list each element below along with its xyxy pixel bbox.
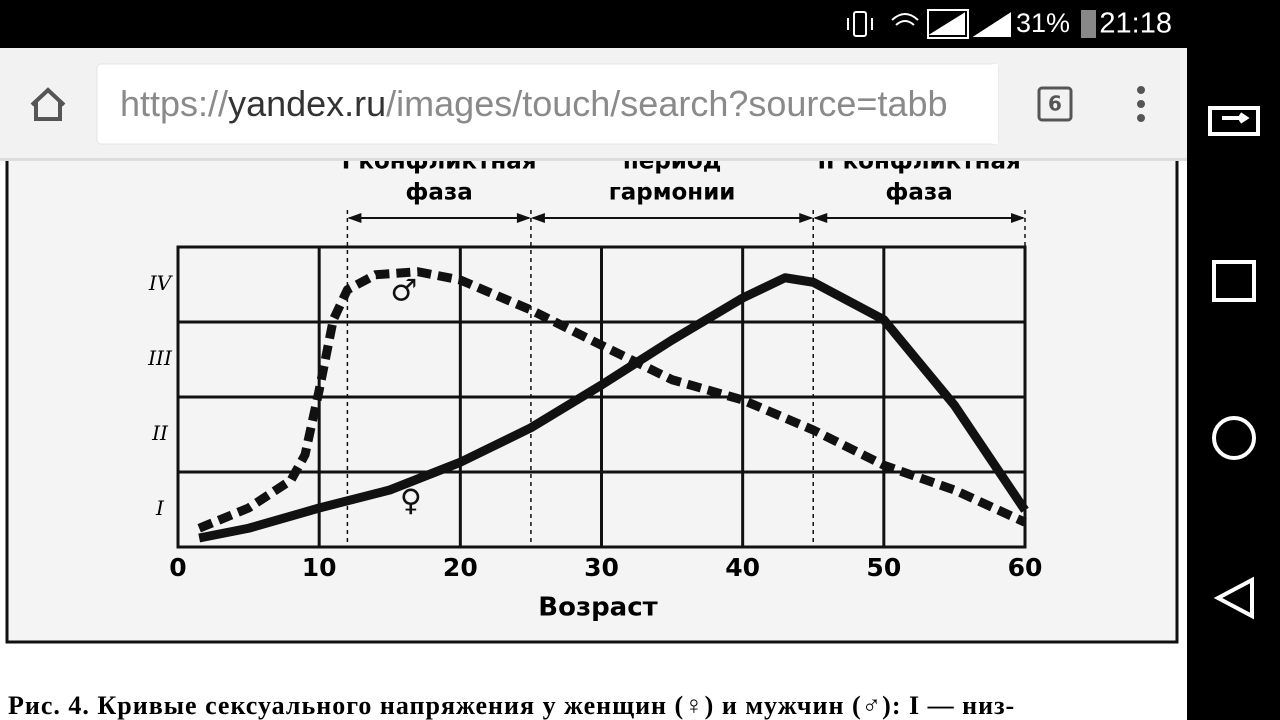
image-frame xyxy=(5,98,1179,644)
phase-arrow xyxy=(799,213,814,223)
url[interactable]: https://yandex.ru/images/touch/search?so… xyxy=(120,83,948,124)
tab-count: 6 xyxy=(1048,92,1062,116)
phase-arrow xyxy=(516,213,531,223)
home-nav-button[interactable] xyxy=(1212,416,1256,460)
series-line xyxy=(198,273,1029,543)
x-tick-label: 30 xyxy=(584,553,619,582)
series-label: ♀ xyxy=(400,484,422,519)
status-bar xyxy=(0,0,1280,48)
back-button[interactable] xyxy=(1213,576,1254,620)
status-icons xyxy=(847,9,1011,39)
series-line xyxy=(197,267,1027,533)
url-path: /images/touch/search?source=tabb xyxy=(386,83,947,124)
x-tick-label: 20 xyxy=(443,553,478,582)
battery-level: 31% xyxy=(1016,8,1070,38)
x-tick-label: 10 xyxy=(302,553,337,582)
rotate-button[interactable] xyxy=(1208,106,1260,136)
menu-button[interactable] xyxy=(1137,86,1145,122)
phase-label: фаза xyxy=(886,180,953,206)
x-tick-label: 50 xyxy=(866,553,901,582)
phase-arrow xyxy=(813,213,828,223)
x-axis-label: Возраст xyxy=(538,593,657,623)
url-clip xyxy=(992,64,998,144)
clock: 21:18 xyxy=(1099,8,1172,40)
y-tick-label: IV xyxy=(148,271,174,295)
toolbar-shadow xyxy=(0,158,1187,161)
recents-button[interactable] xyxy=(1212,260,1256,302)
x-tick-label: 60 xyxy=(1008,553,1043,582)
phase-label: фаза xyxy=(406,180,473,206)
battery-icon xyxy=(1081,10,1096,38)
y-tick-label: I xyxy=(155,496,165,520)
url-host: yandex.ru xyxy=(228,83,386,124)
nav-bar xyxy=(1187,48,1280,720)
url-scheme: https:// xyxy=(120,83,228,124)
y-tick-label: III xyxy=(147,346,173,370)
tabs-button[interactable] xyxy=(1037,86,1073,122)
caption: Рис. 4. Кривые сексуального напряжения у… xyxy=(8,691,1015,720)
y-tick-label: II xyxy=(151,421,169,445)
phase-arrow xyxy=(530,213,545,223)
phase-arrow xyxy=(347,213,362,223)
series-label: ♂ xyxy=(390,274,417,309)
phase-label: гармонии xyxy=(609,180,736,206)
x-tick-label: 40 xyxy=(725,553,760,582)
home-button[interactable] xyxy=(30,87,66,121)
phase-arrow xyxy=(1011,213,1025,223)
x-tick-label: 0 xyxy=(169,553,186,582)
